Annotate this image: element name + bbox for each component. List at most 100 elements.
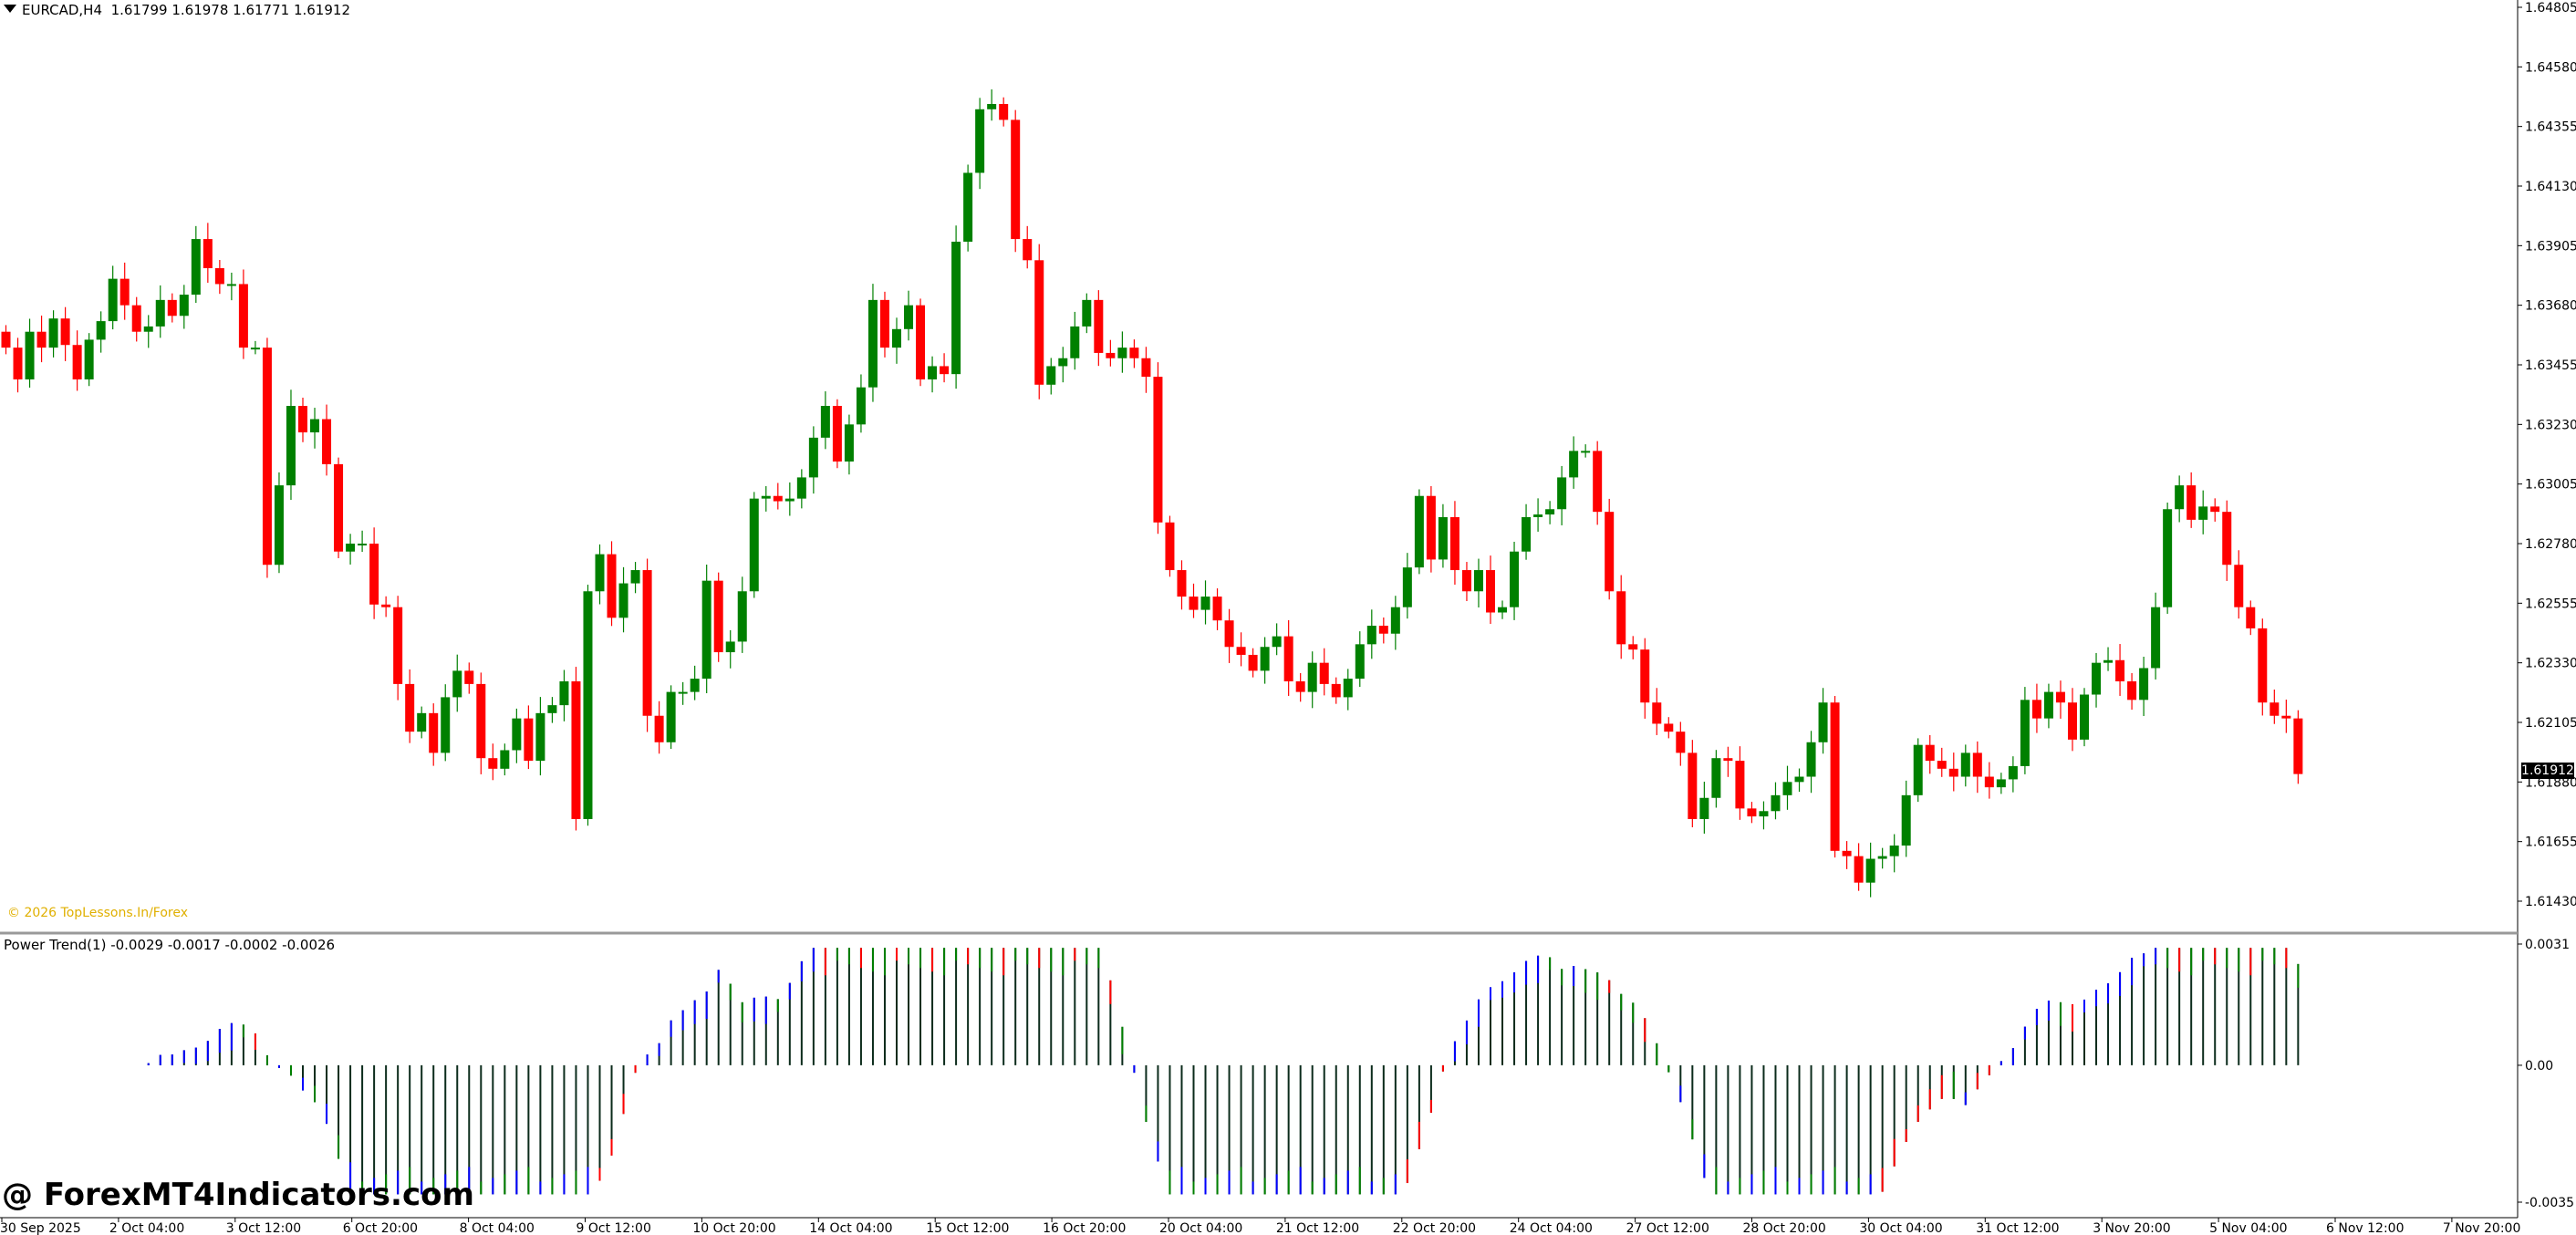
copyright-text: © 2026 TopLessons.In/Forex [7, 906, 189, 920]
candle-body [1449, 516, 1459, 571]
candle-body [500, 750, 510, 769]
candle-body [1058, 358, 1068, 367]
candle-body [1759, 811, 1769, 817]
candle-body [417, 712, 427, 732]
candle-body [1153, 377, 1163, 523]
time-tick-label: 6 Oct 20:00 [343, 1221, 418, 1235]
candle-body [2163, 509, 2173, 607]
candle-body [25, 331, 35, 379]
candle-body [1473, 570, 1483, 592]
candle-body [13, 348, 23, 379]
candle-body [1177, 570, 1187, 597]
candle-body [690, 679, 700, 692]
candle-body [250, 348, 260, 350]
time-tick-label: 16 Oct 20:00 [1043, 1221, 1126, 1235]
candle-body [761, 495, 771, 499]
candle-body [1699, 797, 1709, 819]
indicator-header: Power Trend(1) -0.0029 -0.0017 -0.0002 -… [4, 937, 336, 953]
candle-body [1355, 644, 1365, 680]
candle-body [1189, 597, 1199, 610]
price-tick-label: 1.62780 [2525, 537, 2576, 552]
candle-body [1854, 856, 1864, 883]
candle-body [2008, 765, 2018, 780]
candle-body [464, 670, 474, 684]
candle-body [2031, 700, 2041, 719]
candle-body [1461, 570, 1471, 592]
candle-body [737, 591, 747, 642]
candle-body [96, 321, 106, 340]
candle-body [999, 103, 1009, 120]
current-price-tag: 1.61912 [2521, 763, 2574, 779]
candle-body [963, 172, 973, 242]
time-tick-label: 30 Sep 2025 [0, 1221, 81, 1235]
candle-body [405, 683, 415, 732]
candle-body [1605, 512, 1615, 592]
candle-body [547, 705, 557, 713]
candle-body [358, 544, 368, 545]
candle-body [1212, 597, 1222, 621]
price-tick-label: 1.62330 [2525, 657, 2576, 671]
candle-body [1545, 509, 1555, 515]
candle-body [1782, 782, 1792, 795]
candle-body [784, 498, 795, 502]
candle-body [1438, 516, 1448, 560]
candle-body [84, 339, 94, 379]
candle-body [2281, 715, 2291, 719]
candle-body [2246, 607, 2256, 628]
candle-body [1034, 260, 1044, 385]
candle-body [1877, 856, 1887, 859]
time-tick-label: 7 Nov 20:00 [2443, 1221, 2520, 1235]
candle-body [36, 331, 47, 348]
price-tick-label: 1.62105 [2525, 716, 2576, 731]
candle-body [1842, 850, 1852, 856]
candle-body [1486, 570, 1495, 613]
time-tick-label: 8 Oct 04:00 [460, 1221, 535, 1235]
candle-body [512, 718, 522, 751]
candle-body [2198, 506, 2208, 520]
candle-body [987, 103, 997, 109]
candle-body [1688, 752, 1698, 819]
candle-body [892, 328, 901, 348]
candle-body [1581, 451, 1591, 453]
candle-body [940, 366, 950, 375]
candle-body [630, 570, 640, 584]
candle-body [1117, 348, 1127, 358]
candle-body [1664, 723, 1674, 732]
candle-body [452, 670, 462, 698]
candle-body [2210, 506, 2220, 513]
candle-body [879, 299, 889, 348]
candle-body [119, 278, 130, 306]
price-tick-label: 1.64130 [2525, 180, 2576, 194]
candle-body [1889, 846, 1899, 856]
candle-body [2270, 702, 2280, 716]
candle-body [535, 712, 545, 762]
candle-body [2175, 485, 2185, 510]
candle-body [1082, 299, 1092, 327]
candle-body [334, 463, 344, 552]
symbol-header[interactable]: EURCAD,H4 1.61799 1.61978 1.61771 1.6191… [4, 2, 350, 18]
candle-body [975, 109, 985, 173]
candle-body [262, 348, 272, 566]
candle-body [2020, 700, 2030, 766]
candle-body [1378, 626, 1388, 634]
candle-body [2115, 659, 2125, 681]
indicator-axis: 0.0031 0.00 -0.0035 [2518, 938, 2574, 1210]
candle-body [2055, 691, 2065, 703]
candle-body [214, 268, 224, 285]
candle-body [238, 284, 248, 348]
price-tick-label: 1.64805 [2525, 1, 2576, 16]
candle-body [429, 712, 439, 753]
candle-body [274, 485, 284, 566]
price-tick-label: 1.63455 [2525, 358, 2576, 373]
candle-body [1711, 758, 1721, 798]
candle-body [2080, 694, 2089, 740]
candle-body [2067, 702, 2077, 740]
indicator-tick-label: 0.0031 [2525, 938, 2570, 952]
candle-body [1, 331, 11, 348]
dropdown-triangle-icon[interactable] [4, 5, 16, 13]
candle-body [1972, 752, 1982, 777]
indicator-tick-label: -0.0035 [2525, 1196, 2574, 1210]
watermark-text: @ ForexMT4Indicators.com [2, 1177, 474, 1213]
candle-body [143, 326, 153, 332]
candle-body [1200, 597, 1210, 610]
